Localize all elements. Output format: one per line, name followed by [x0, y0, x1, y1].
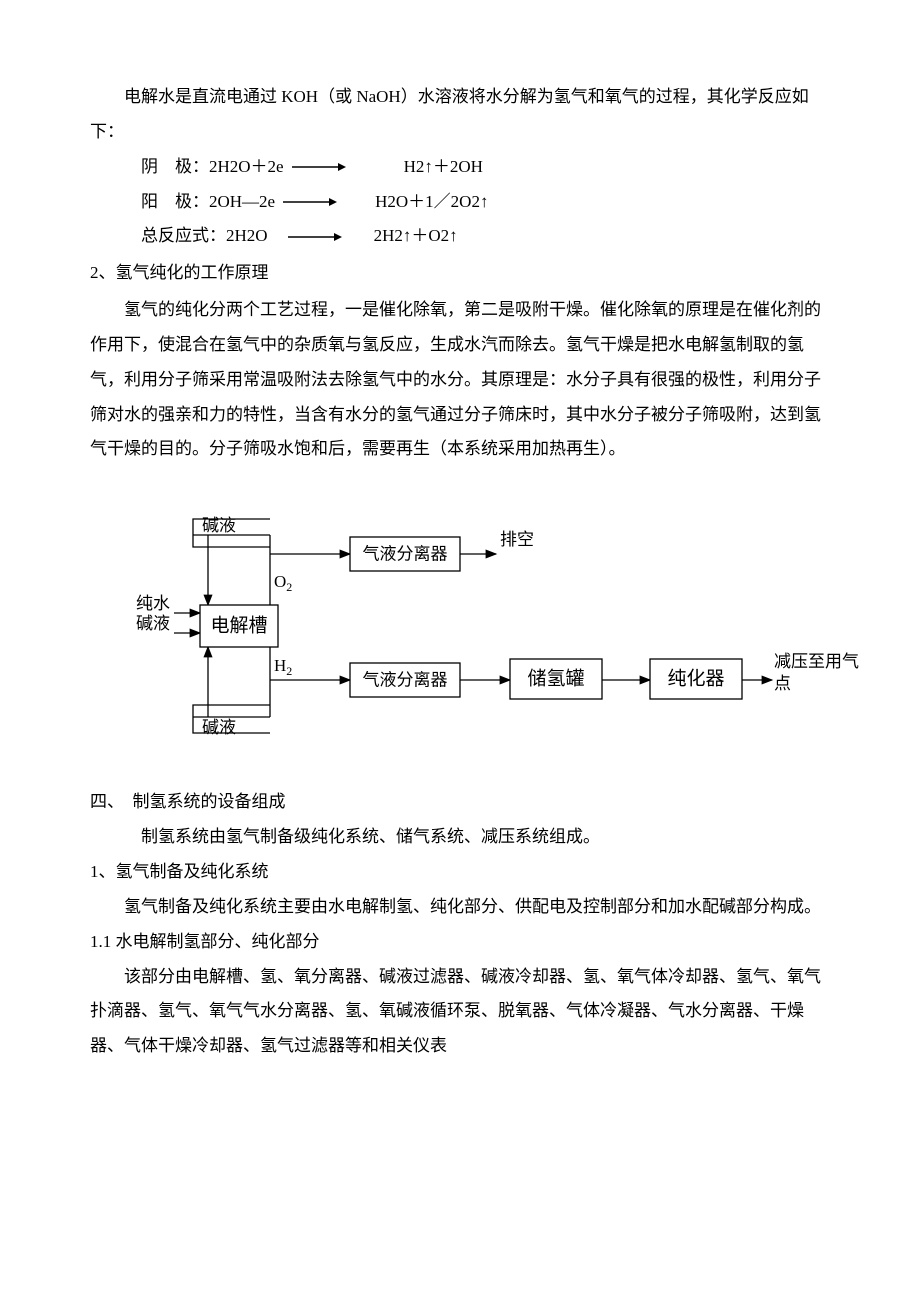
eq2-right: H2O＋1／2O2↑	[375, 185, 488, 220]
svg-text:减压至用气: 减压至用气	[774, 652, 859, 671]
svg-text:O2: O2	[274, 572, 292, 594]
svg-text:电解槽: 电解槽	[210, 615, 267, 637]
eq3-left: 总反应式：2H2O	[141, 219, 268, 254]
equation-anode: 阳 极：2OH—2e H2O＋1／2O2↑	[141, 185, 830, 220]
svg-text:气液分离器: 气液分离器	[363, 545, 448, 564]
svg-text:H2: H2	[274, 656, 292, 678]
sec4-h1: 1、氢气制备及纯化系统	[90, 855, 830, 890]
svg-text:碱液: 碱液	[202, 718, 236, 737]
sec4-p1: 制氢系统由氢气制备级纯化系统、储气系统、减压系统组成。	[90, 820, 830, 855]
svg-text:排空: 排空	[500, 530, 534, 549]
arrow-icon	[292, 162, 346, 172]
sec4-h11: 1.1 水电解制氢部分、纯化部分	[90, 925, 830, 960]
svg-text:纯化器: 纯化器	[667, 668, 724, 690]
sec2-heading: 2、氢气纯化的工作原理	[90, 256, 830, 291]
svg-text:碱液: 碱液	[202, 516, 236, 535]
arrow-icon	[288, 232, 342, 242]
eq3-right: 2H2↑＋O2↑	[374, 219, 458, 254]
svg-text:储氢罐: 储氢罐	[527, 668, 584, 690]
sec4-p3: 该部分由电解槽、氢、氧分离器、碱液过滤器、碱液冷却器、氢、氧气体冷却器、氢气、氧…	[90, 960, 830, 1065]
sec4-p2: 氢气制备及纯化系统主要由水电解制氢、纯化部分、供配电及控制部分和加水配碱部分构成…	[90, 890, 830, 925]
flowchart-svg: 电解槽气液分离器气液分离器储氢罐纯化器碱液碱液纯水碱液O2H2排空减压至用气点	[130, 495, 890, 755]
svg-text:点: 点	[774, 674, 791, 693]
equation-cathode: 阴 极：2H2O＋2e H2↑＋2OH	[141, 150, 830, 185]
sec4-heading: 四、 制氢系统的设备组成	[90, 785, 830, 820]
svg-text:碱液: 碱液	[136, 614, 170, 633]
equation-total: 总反应式：2H2O 2H2↑＋O2↑	[141, 219, 830, 254]
svg-text:气液分离器: 气液分离器	[363, 671, 448, 690]
eq1-left: 阴 极：2H2O＋2e	[141, 150, 284, 185]
process-flowchart: 电解槽气液分离器气液分离器储氢罐纯化器碱液碱液纯水碱液O2H2排空减压至用气点	[130, 495, 830, 755]
intro-paragraph: 电解水是直流电通过 KOH（或 NaOH）水溶液将水分解为氢气和氧气的过程，其化…	[90, 80, 830, 150]
arrow-icon	[283, 197, 337, 207]
eq2-left: 阳 极：2OH—2e	[141, 185, 275, 220]
svg-text:纯水: 纯水	[136, 594, 170, 613]
sec2-paragraph: 氢气的纯化分两个工艺过程，一是催化除氧，第二是吸附干燥。催化除氧的原理是在催化剂…	[90, 293, 830, 467]
eq1-right: H2↑＋2OH	[404, 150, 483, 185]
